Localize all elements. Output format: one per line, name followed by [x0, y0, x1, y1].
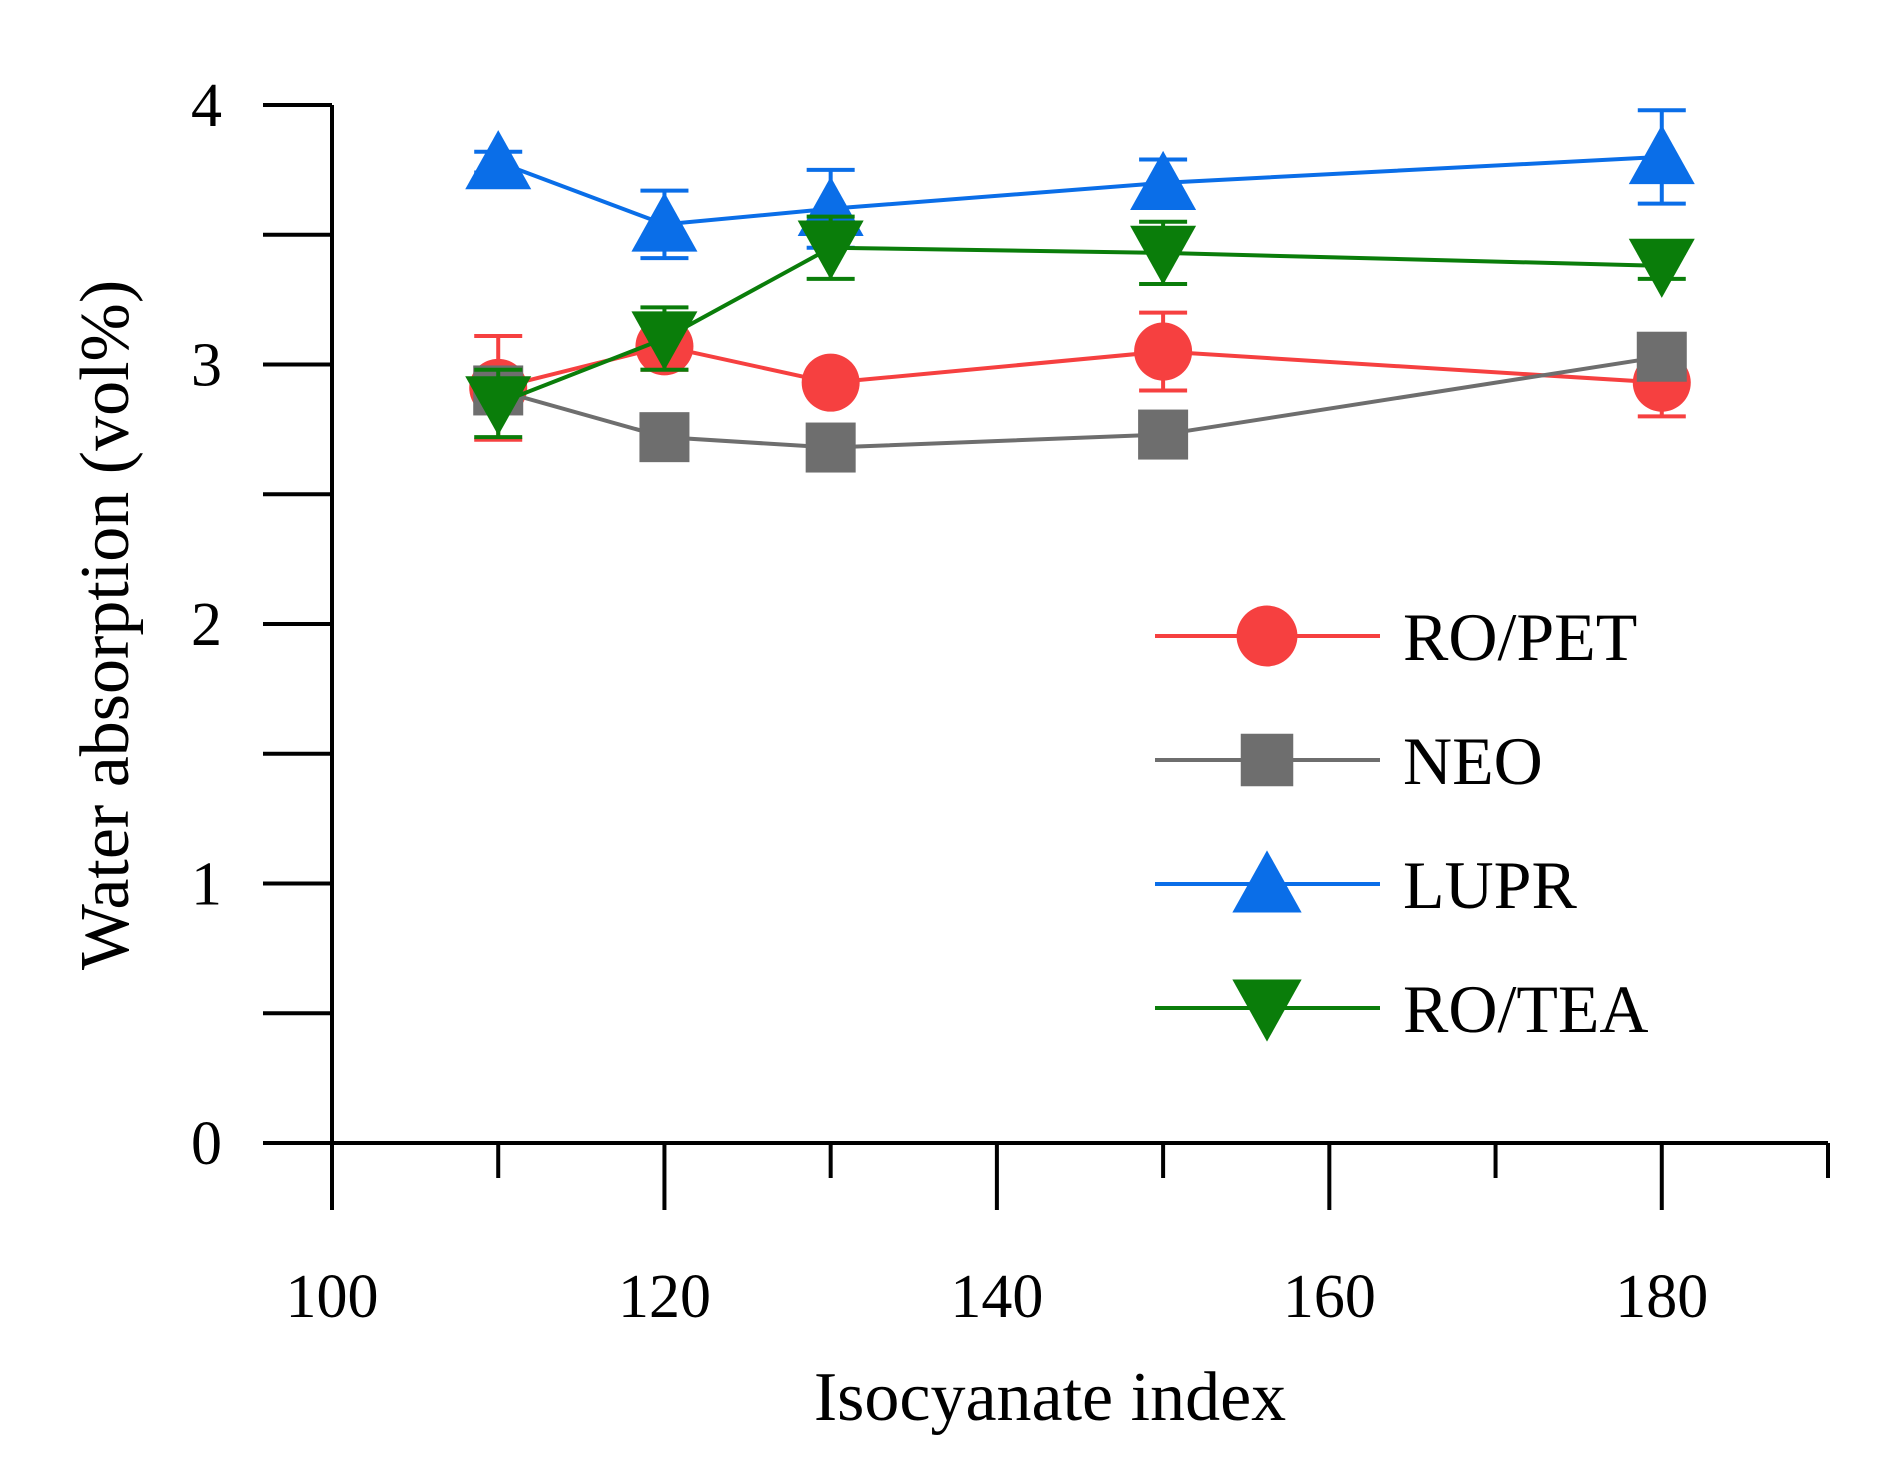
- y-tick-label: 3: [191, 332, 222, 400]
- data-point: [639, 412, 690, 463]
- legend-label: LUPR: [1403, 847, 1577, 923]
- legend-item: LUPR: [1155, 847, 1577, 923]
- legend-marker: [1232, 979, 1302, 1042]
- legend-item: RO/TEA: [1155, 971, 1649, 1047]
- data-point: [1130, 150, 1197, 211]
- legend-label: RO/PET: [1403, 599, 1637, 675]
- series-lupr: [465, 108, 1695, 261]
- legend-marker: [1240, 733, 1294, 787]
- legend-label: NEO: [1403, 723, 1543, 799]
- y-tick-label: 0: [191, 1110, 222, 1178]
- data-point: [1628, 124, 1695, 185]
- series-layer: [465, 108, 1695, 473]
- data-point: [1130, 225, 1197, 285]
- y-ticks: 0 1 2 3 4: [191, 72, 332, 1178]
- legend-item: NEO: [1155, 723, 1543, 799]
- y-axis-title: Water absorption (vol%): [67, 280, 144, 970]
- x-tick-label: 100: [286, 1263, 379, 1331]
- x-tick-label: 120: [618, 1263, 711, 1331]
- x-axis-title: Isocyanate index: [814, 1359, 1286, 1436]
- data-point: [1134, 322, 1193, 381]
- data-point: [797, 220, 864, 280]
- legend-label: RO/TEA: [1403, 971, 1649, 1047]
- x-tick-label: 160: [1283, 1263, 1376, 1331]
- legend-marker: [1232, 850, 1302, 913]
- y-tick-label: 2: [191, 591, 222, 659]
- data-point: [1628, 238, 1695, 298]
- data-point: [1636, 331, 1687, 382]
- x-tick-label: 180: [1615, 1263, 1708, 1331]
- data-point: [801, 353, 860, 412]
- x-tick-label: 140: [950, 1263, 1043, 1331]
- legend: RO/PET NEO LUPR RO/TEA: [1155, 599, 1649, 1047]
- data-point: [805, 422, 856, 473]
- data-point: [465, 130, 532, 190]
- data-point: [465, 376, 532, 436]
- series-ro-tea: [465, 214, 1695, 440]
- data-point: [1138, 409, 1189, 460]
- data-point: [631, 311, 698, 371]
- data-point: [631, 192, 698, 252]
- legend-item: RO/PET: [1155, 599, 1637, 675]
- x-ticks: 100 120 140 160 180: [286, 1143, 1830, 1331]
- y-tick-label: 1: [191, 851, 222, 919]
- y-tick-label: 4: [191, 72, 222, 140]
- legend-marker: [1236, 605, 1298, 667]
